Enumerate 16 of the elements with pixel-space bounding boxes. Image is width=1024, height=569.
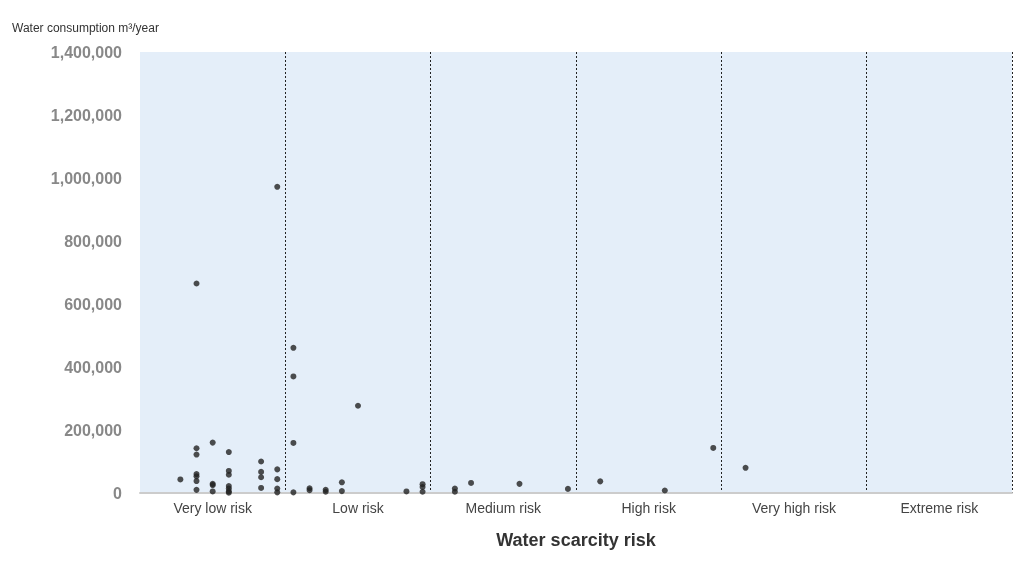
y-tick-label: 0 (113, 484, 123, 502)
x-tick-label: Medium risk (465, 500, 543, 516)
x-axis-title: Water scarcity risk (496, 530, 657, 550)
y-tick-label: 800,000 (64, 232, 123, 250)
y-axis-title: Water consumption m³/year (12, 21, 159, 35)
x-tick-label: Extreme risk (900, 500, 980, 516)
x-tick-label: Very low risk (173, 500, 253, 516)
y-tick-label: 1,000,000 (50, 169, 123, 187)
x-tick-label: Very high risk (751, 500, 838, 516)
y-tick-label: 600,000 (64, 295, 123, 313)
y-tick-label: 1,400,000 (50, 43, 123, 61)
y-tick-label: 200,000 (64, 421, 123, 439)
y-tick-label: 400,000 (64, 358, 123, 376)
x-tick-label: High risk (621, 500, 677, 516)
y-tick-label: 1,200,000 (50, 106, 123, 124)
x-tick-label: Low risk (332, 500, 385, 516)
